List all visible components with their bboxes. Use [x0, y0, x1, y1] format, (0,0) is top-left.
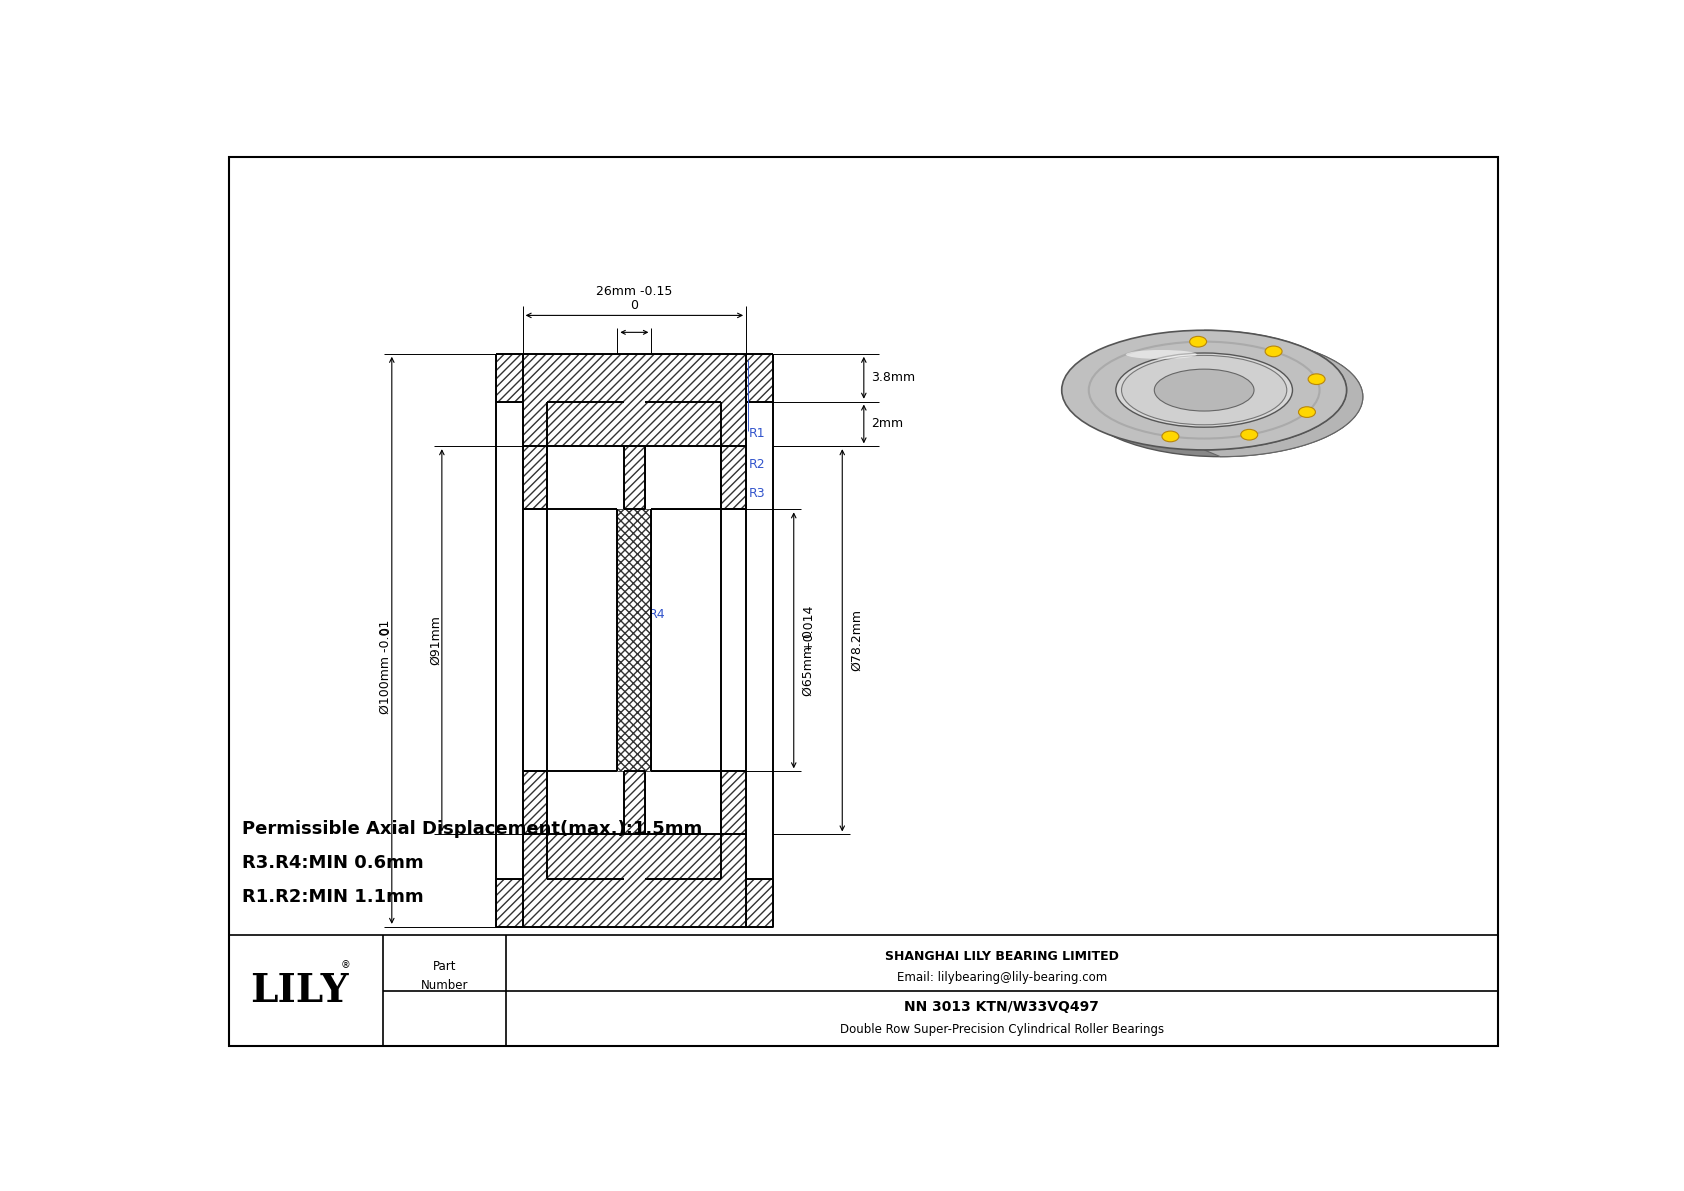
- Text: 3.8mm: 3.8mm: [872, 372, 916, 385]
- Polygon shape: [746, 879, 773, 927]
- Ellipse shape: [1127, 350, 1197, 358]
- Text: 0: 0: [630, 299, 638, 312]
- Polygon shape: [522, 447, 547, 510]
- Text: Ø78.2mm: Ø78.2mm: [850, 610, 862, 672]
- Text: NN 3013 KTN/W33VQ497: NN 3013 KTN/W33VQ497: [904, 1000, 1100, 1015]
- Text: R3: R3: [749, 487, 766, 500]
- Text: Ø91mm: Ø91mm: [429, 616, 443, 666]
- Text: Double Row Super-Precision Cylindrical Roller Bearings: Double Row Super-Precision Cylindrical R…: [840, 1023, 1164, 1036]
- Polygon shape: [645, 401, 721, 879]
- Ellipse shape: [1122, 355, 1287, 425]
- Polygon shape: [623, 772, 645, 835]
- Text: +0.014: +0.014: [802, 604, 815, 649]
- Ellipse shape: [1061, 330, 1347, 450]
- Text: Permissible Axial Displacement(max.):1.5mm: Permissible Axial Displacement(max.):1.5…: [242, 821, 702, 838]
- Polygon shape: [522, 354, 746, 447]
- Text: Part: Part: [433, 960, 456, 973]
- Ellipse shape: [1308, 374, 1325, 385]
- Ellipse shape: [1162, 431, 1179, 442]
- Ellipse shape: [1189, 336, 1207, 347]
- Ellipse shape: [1154, 369, 1255, 411]
- Polygon shape: [547, 401, 623, 879]
- Text: 0: 0: [379, 628, 392, 635]
- Polygon shape: [495, 354, 773, 927]
- Text: R4: R4: [648, 609, 665, 621]
- Polygon shape: [623, 447, 645, 510]
- Polygon shape: [721, 772, 746, 835]
- Text: LILY: LILY: [251, 972, 349, 1010]
- Text: SHANGHAI LILY BEARING LIMITED: SHANGHAI LILY BEARING LIMITED: [884, 949, 1118, 962]
- Polygon shape: [495, 354, 522, 401]
- Text: NN 3013 KTN/W33VQ497: NN 3013 KTN/W33VQ497: [387, 1014, 500, 1023]
- Text: 26mm -0.15: 26mm -0.15: [596, 286, 672, 299]
- Text: Number: Number: [421, 979, 468, 992]
- Text: 2mm: 2mm: [872, 418, 904, 430]
- Polygon shape: [746, 354, 773, 401]
- Text: Ø65mm  0: Ø65mm 0: [802, 630, 815, 697]
- Text: ®: ®: [340, 960, 350, 971]
- Polygon shape: [1204, 330, 1362, 456]
- Polygon shape: [522, 835, 746, 927]
- Polygon shape: [522, 772, 547, 835]
- Ellipse shape: [1132, 360, 1308, 434]
- Text: R1: R1: [749, 428, 766, 441]
- Text: Ø100mm -0.01: Ø100mm -0.01: [379, 621, 392, 715]
- Ellipse shape: [1078, 337, 1362, 456]
- Ellipse shape: [1241, 430, 1258, 439]
- Polygon shape: [618, 510, 652, 772]
- Ellipse shape: [1116, 353, 1293, 428]
- Ellipse shape: [1265, 347, 1282, 357]
- Ellipse shape: [1298, 407, 1315, 417]
- Text: Email: lilybearing@lily-bearing.com: Email: lilybearing@lily-bearing.com: [896, 971, 1106, 984]
- Polygon shape: [721, 447, 746, 510]
- Polygon shape: [495, 879, 522, 927]
- Text: R1.R2:MIN 1.1mm: R1.R2:MIN 1.1mm: [242, 888, 423, 906]
- Text: R3.R4:MIN 0.6mm: R3.R4:MIN 0.6mm: [242, 854, 423, 872]
- Text: R2: R2: [749, 459, 766, 470]
